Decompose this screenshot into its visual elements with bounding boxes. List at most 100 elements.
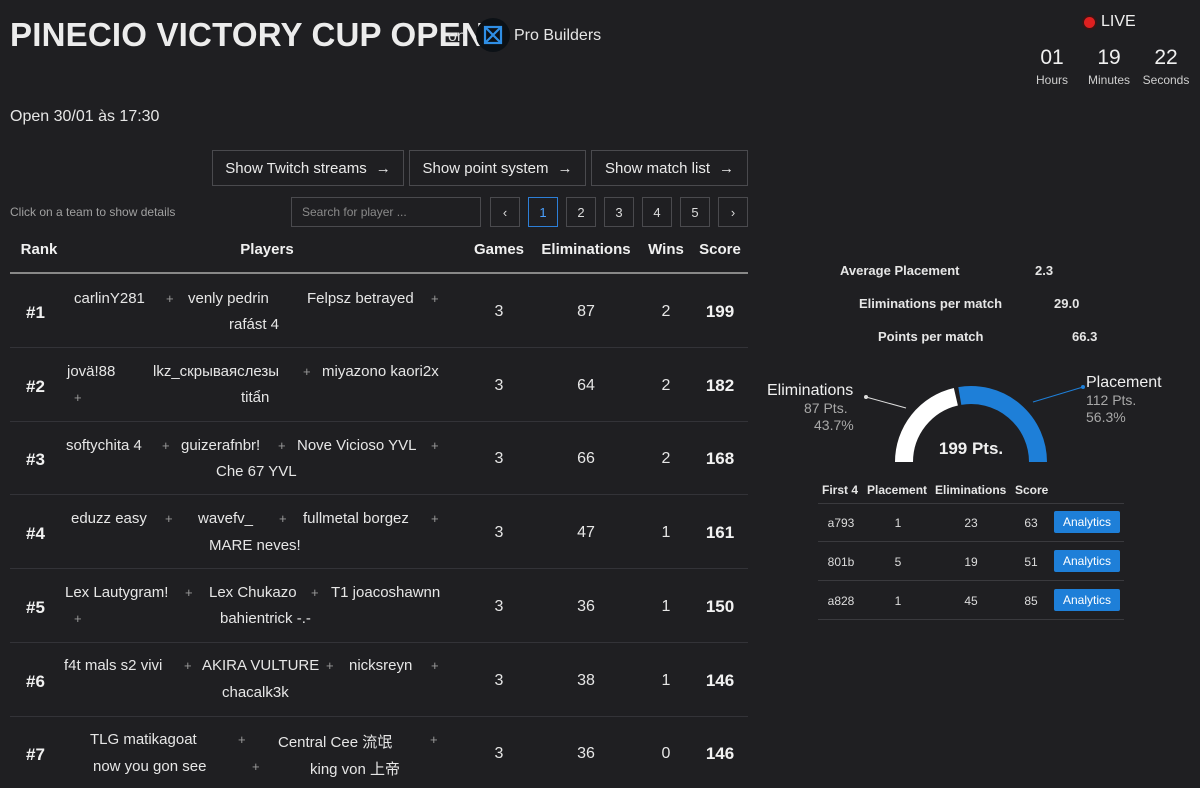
- team-rank: #4: [26, 524, 45, 544]
- games-value: 3: [494, 745, 504, 763]
- points-per-match-label: Points per match: [878, 329, 984, 344]
- show-twitch-streams-button[interactable]: Show Twitch streams →: [212, 150, 404, 186]
- plus-icon: +: [279, 510, 287, 526]
- first4-header: First 4: [822, 483, 859, 497]
- player-name: rafást 4: [229, 316, 280, 333]
- player-name: AKIRA VULTURE: [202, 657, 320, 674]
- average-placement-label: Average Placement: [840, 263, 960, 278]
- average-placement-value: 2.3: [1035, 263, 1054, 278]
- score-value: 182: [705, 375, 735, 395]
- plus-icon: +: [162, 437, 170, 453]
- team-row[interactable]: #4 eduzz easy wavefv_ fullmetal borgez MARE …: [10, 496, 748, 570]
- eliminations-header: Eliminations: [541, 241, 631, 258]
- player-name: chacalk3k: [222, 684, 289, 701]
- analytics-button[interactable]: Analytics: [1054, 589, 1120, 611]
- show-point-system-button[interactable]: Show point system →: [409, 150, 586, 186]
- team-rank: #5: [26, 597, 45, 617]
- team-row[interactable]: #5 Lex Lautygram! Lex Chukazo T1 joacoshawn…: [10, 570, 748, 643]
- player-name: Felpsz betrayed: [307, 290, 414, 307]
- eliminations-per-match-value: 29.0: [1054, 296, 1080, 311]
- match-id: a793: [827, 516, 855, 530]
- team-row[interactable]: #3 softychita 4 guizerafnbr! Nove Vicioso Y…: [10, 422, 748, 496]
- countdown-value: 01: [1040, 46, 1064, 69]
- page-1-button[interactable]: 1: [528, 197, 558, 227]
- team-rank: #3: [26, 450, 45, 470]
- match-placement: 1: [894, 594, 902, 608]
- player-name: softychita 4: [66, 436, 142, 454]
- button-label: Show match list: [604, 159, 711, 177]
- match-eliminations: 19: [964, 555, 978, 569]
- on-label: on: [448, 28, 466, 45]
- countdown-unit: Seconds: [1142, 73, 1190, 87]
- team-row[interactable]: #1 carlinY281 venly pedrin Felpsz betrayed r…: [10, 275, 748, 348]
- eliminations-value: 36: [577, 597, 595, 615]
- player-name: king von 上帝: [310, 760, 401, 778]
- score-gauge: 199 Pts.: [864, 385, 1085, 463]
- page-3-button[interactable]: 3: [604, 197, 634, 227]
- player-name: Che 67 YVL: [216, 462, 297, 480]
- gauge-eliminations-percent: 43.7%: [814, 417, 854, 433]
- score-value: 150: [705, 596, 735, 616]
- wins-value: 1: [661, 597, 671, 615]
- player-name: fullmetal borgez: [303, 509, 409, 527]
- brand-name[interactable]: Pro Builders: [514, 27, 602, 44]
- wins-value: 2: [661, 303, 671, 320]
- gauge-total: 199 Pts.: [939, 439, 1003, 458]
- wins-value: 1: [661, 671, 671, 689]
- match-score: 85: [1024, 594, 1038, 608]
- page-2-button[interactable]: 2: [566, 197, 596, 227]
- plus-icon: +: [431, 437, 439, 453]
- table-header-divider: [10, 272, 748, 274]
- countdown-hours: 01 Hours: [1022, 46, 1082, 87]
- match-row-divider: [818, 541, 1124, 542]
- analytics-button[interactable]: Analytics: [1054, 511, 1120, 533]
- team-row[interactable]: #2 jovä!88 lkz_скрываяслезы miyazono kaori2…: [10, 349, 748, 422]
- wins-value: 0: [661, 745, 671, 763]
- plus-icon: +: [278, 437, 286, 453]
- eliminations-leader-dot: [864, 395, 868, 399]
- plus-icon: +: [311, 584, 319, 600]
- team-rank: #6: [26, 671, 45, 691]
- gauge-placement-points: 112 Pts.: [1086, 392, 1137, 408]
- countdown-value: 19: [1097, 46, 1121, 69]
- prev-page-button[interactable]: ‹: [490, 197, 520, 227]
- player-search-input[interactable]: [291, 197, 481, 227]
- pro-builders-logo-icon[interactable]: [476, 18, 510, 52]
- plus-icon: +: [430, 731, 438, 747]
- player-name: T1 joacoshawnn: [331, 583, 441, 601]
- player-name: wavefv_: [198, 509, 254, 527]
- plus-icon: +: [431, 658, 439, 673]
- match-table-divider: [818, 503, 1124, 504]
- player-name: TLG matikagoat: [90, 730, 197, 748]
- plus-icon: +: [326, 658, 334, 673]
- games-value: 3: [494, 303, 504, 320]
- player-name: venly pedrin: [188, 290, 269, 307]
- click-hint: Click on a team to show details: [10, 205, 176, 219]
- player-name: nicksreyn: [349, 657, 413, 674]
- games-value: 3: [494, 376, 504, 394]
- page-5-button[interactable]: 5: [680, 197, 710, 227]
- score-col-header: Score: [1015, 483, 1049, 497]
- player-name: now you gon see: [93, 757, 207, 775]
- countdown-seconds: 22 Seconds: [1136, 46, 1196, 87]
- team-row[interactable]: #6 f4t mals s2 vivi AKIRA VULTURE nicksreyn…: [10, 644, 748, 717]
- match-row-divider: [818, 619, 1124, 620]
- team-row[interactable]: #7 TLG matikagoat Central Cee 流氓 now you go…: [10, 717, 748, 788]
- score-value: 199: [705, 302, 735, 321]
- placement-leader-line: [1032, 386, 1084, 403]
- live-label: LIVE: [1101, 13, 1136, 30]
- gauge-eliminations-arc: [895, 387, 959, 463]
- analytics-button[interactable]: Analytics: [1054, 550, 1120, 572]
- countdown-unit: Minutes: [1087, 73, 1131, 87]
- gauge-placement-arc: [958, 386, 1047, 463]
- games-value: 3: [494, 597, 504, 615]
- next-page-button[interactable]: ›: [718, 197, 748, 227]
- page-4-button[interactable]: 4: [642, 197, 672, 227]
- eliminations-value: 64: [577, 376, 595, 394]
- show-match-list-button[interactable]: Show match list →: [591, 150, 748, 186]
- plus-icon: +: [303, 363, 311, 379]
- player-name: jovä!88: [67, 362, 116, 380]
- match-id: a828: [827, 594, 855, 608]
- button-label: Show Twitch streams: [225, 159, 367, 177]
- score-value: 161: [705, 523, 735, 543]
